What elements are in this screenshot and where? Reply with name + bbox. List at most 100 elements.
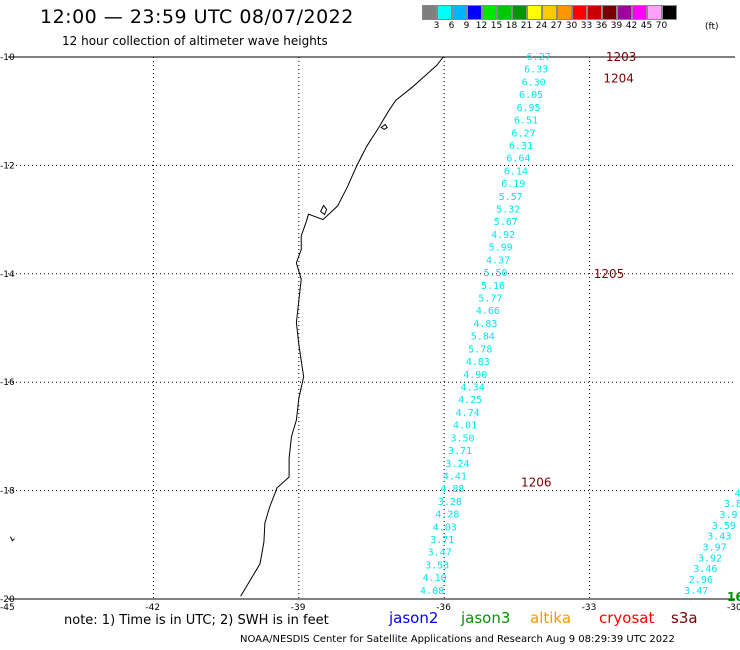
legend-label: 36 bbox=[595, 21, 608, 31]
legend-swatch bbox=[422, 5, 437, 20]
swh-value-label: 5.84 bbox=[471, 332, 495, 343]
swh-value-label: 3.28 bbox=[438, 497, 462, 508]
legend-label: 18 bbox=[505, 21, 518, 31]
swh-value-label: 4.25 bbox=[458, 395, 482, 406]
lat-tick-label: -14 bbox=[0, 270, 15, 280]
legend-swatch bbox=[437, 5, 452, 20]
legend-label: 27 bbox=[550, 21, 563, 31]
legend-label: 45 bbox=[640, 21, 653, 31]
color-legend: 3 6 9 12 15 18 21 24 27 30 33 36 39 42 45 70 (ft) bbox=[422, 5, 719, 32]
legend-swatch bbox=[557, 5, 572, 20]
swh-value-label: 4.88 bbox=[440, 484, 464, 495]
legend-swatch bbox=[647, 5, 662, 20]
legend-label: 70 bbox=[655, 21, 668, 31]
swh-value-label: 6.51 bbox=[514, 116, 538, 127]
lat-tick-label: -12 bbox=[0, 161, 15, 171]
swh-value-label: 3.53 bbox=[425, 560, 449, 571]
swh-value-label: 3.47 bbox=[684, 586, 708, 597]
swh-value-label: 4.74 bbox=[456, 408, 480, 419]
swh-value-label: 4.37 bbox=[486, 255, 510, 266]
swh-value-label: 5.50 bbox=[484, 268, 508, 279]
lon-tick-label: -45 bbox=[0, 603, 15, 613]
legend-label: 12 bbox=[475, 21, 488, 31]
swh-value-label: 6.27 bbox=[511, 128, 535, 139]
swh-value-label: 5.77 bbox=[478, 294, 502, 305]
swh-value-label: 6.14 bbox=[504, 166, 528, 177]
legend-label: 39 bbox=[610, 21, 623, 31]
lat-tick-label: -18 bbox=[0, 487, 15, 497]
legend-swatch bbox=[542, 5, 557, 20]
legend-swatch bbox=[602, 5, 617, 20]
swh-value-label: 3.8 bbox=[724, 499, 740, 510]
legend-swatch bbox=[467, 5, 482, 20]
legend-swatch bbox=[572, 5, 587, 20]
swh-value-label: 4.10 bbox=[423, 573, 447, 584]
lat-tick-label: -16 bbox=[0, 378, 15, 388]
swh-value-label: 3.43 bbox=[707, 532, 731, 543]
partial-pass-label: 16 bbox=[727, 590, 740, 604]
lon-tick-label: -30 bbox=[727, 603, 740, 613]
legend-label: 9 bbox=[463, 21, 470, 31]
swh-value-label: 5.78 bbox=[468, 344, 492, 355]
swh-value-label: 3.46 bbox=[693, 564, 717, 575]
coastline-inlets bbox=[319, 123, 388, 216]
swh-value-label: 5.16 bbox=[481, 281, 505, 292]
satellite-cryosat: cryosat bbox=[599, 609, 655, 627]
legend-label: 33 bbox=[580, 21, 593, 31]
swh-value-label: 3.50 bbox=[451, 433, 475, 444]
swh-value-label: 6.19 bbox=[501, 179, 525, 190]
legend-label: 42 bbox=[625, 21, 638, 31]
legend-label: 30 bbox=[565, 21, 578, 31]
swh-value-label: 3.24 bbox=[445, 459, 469, 470]
lon-tick-label: -42 bbox=[145, 603, 160, 613]
legend-label: 15 bbox=[490, 21, 503, 31]
legend-swatch bbox=[617, 5, 632, 20]
lat-tick-label: -20 bbox=[0, 595, 15, 605]
swh-value-label: 4.03 bbox=[433, 522, 457, 533]
swh-value-label: 3.71 bbox=[448, 446, 472, 457]
legend-swatch bbox=[527, 5, 542, 20]
lon-tick-label: -39 bbox=[291, 603, 306, 613]
swh-value-label: 4.66 bbox=[476, 306, 500, 317]
swh-value-label: 6.30 bbox=[522, 77, 546, 88]
swh-value-label: 6.27 bbox=[527, 52, 551, 63]
swh-value-label: 3.59 bbox=[712, 521, 736, 532]
map-subtitle: 12 hour collection of altimeter wave hei… bbox=[62, 34, 328, 48]
swh-value-label: 4.34 bbox=[461, 382, 485, 393]
swh-value-label: 4 bbox=[735, 488, 740, 499]
legend-swatch bbox=[452, 5, 467, 20]
swh-value-label: 4.83 bbox=[466, 357, 490, 368]
satellite-jason2: jason2 bbox=[389, 609, 439, 627]
legend-labels: 3 6 9 12 15 18 21 24 27 30 33 36 39 42 45 70 bbox=[422, 21, 677, 31]
legend-label: 24 bbox=[535, 21, 548, 31]
swh-value-label: 6.05 bbox=[519, 90, 543, 101]
swh-value-label: 4.41 bbox=[443, 471, 467, 482]
swh-value-label: 3.9 bbox=[719, 510, 737, 521]
legend-swatch bbox=[632, 5, 647, 20]
swh-value-label: 3.92 bbox=[698, 553, 722, 564]
swh-value-label: 3.47 bbox=[428, 548, 452, 559]
legend-label: 21 bbox=[520, 21, 533, 31]
swh-value-label: 4.28 bbox=[435, 510, 459, 521]
legend-swatch bbox=[482, 5, 497, 20]
satellite-s3a: s3a bbox=[671, 609, 698, 627]
swh-value-label: 4.90 bbox=[463, 370, 487, 381]
swh-value-label: 2.96 bbox=[689, 575, 713, 586]
satellite-jason3: jason3 bbox=[461, 609, 511, 627]
legend-unit: (ft) bbox=[705, 22, 719, 32]
swh-value-label: 5.57 bbox=[499, 192, 523, 203]
pass-number-label: 1203 bbox=[606, 50, 637, 64]
legend-swatch bbox=[662, 5, 677, 20]
swh-value-label: 6.95 bbox=[517, 103, 541, 114]
swh-value-label: 3.97 bbox=[703, 543, 727, 554]
legend-label: 3 bbox=[433, 21, 440, 31]
satellite-altika: altika bbox=[530, 609, 572, 627]
swh-value-label: 5.32 bbox=[496, 205, 520, 216]
legend-label: 6 bbox=[448, 21, 455, 31]
legend-swatch bbox=[497, 5, 512, 20]
swh-value-label: 4.83 bbox=[473, 319, 497, 330]
legend-swatch bbox=[512, 5, 527, 20]
map-title: 12:00 — 23:59 UTC 08/07/2022 bbox=[40, 6, 354, 28]
pass-number-label: 1205 bbox=[594, 267, 625, 281]
